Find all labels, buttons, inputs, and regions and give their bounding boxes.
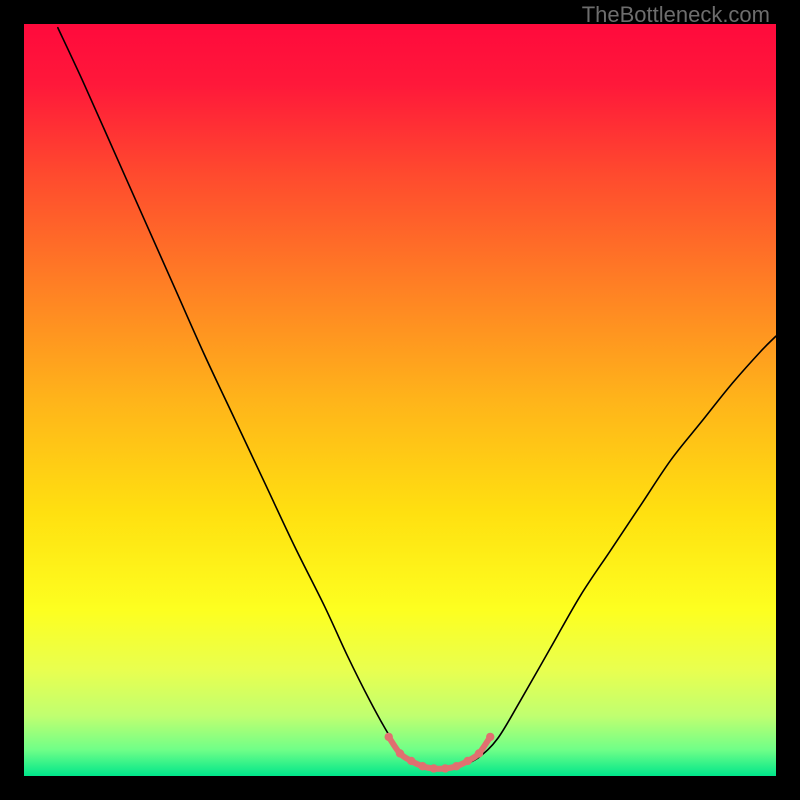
optimal-range-marker xyxy=(452,762,460,770)
optimal-range-marker xyxy=(396,749,404,757)
optimal-range-marker xyxy=(463,757,471,765)
optimal-range-marker xyxy=(430,764,438,772)
chart-plot-svg xyxy=(24,24,776,776)
watermark-text: TheBottleneck.com xyxy=(582,2,770,28)
bottleneck-curve xyxy=(58,28,776,769)
optimal-range-marker xyxy=(475,749,483,757)
chart-container: TheBottleneck.com xyxy=(0,0,800,800)
optimal-range-marker xyxy=(441,764,449,772)
optimal-range-marker xyxy=(418,762,426,770)
optimal-range-marker xyxy=(385,733,393,741)
optimal-range-marker xyxy=(407,757,415,765)
optimal-range-marker xyxy=(486,733,494,741)
chart-frame xyxy=(24,24,776,776)
